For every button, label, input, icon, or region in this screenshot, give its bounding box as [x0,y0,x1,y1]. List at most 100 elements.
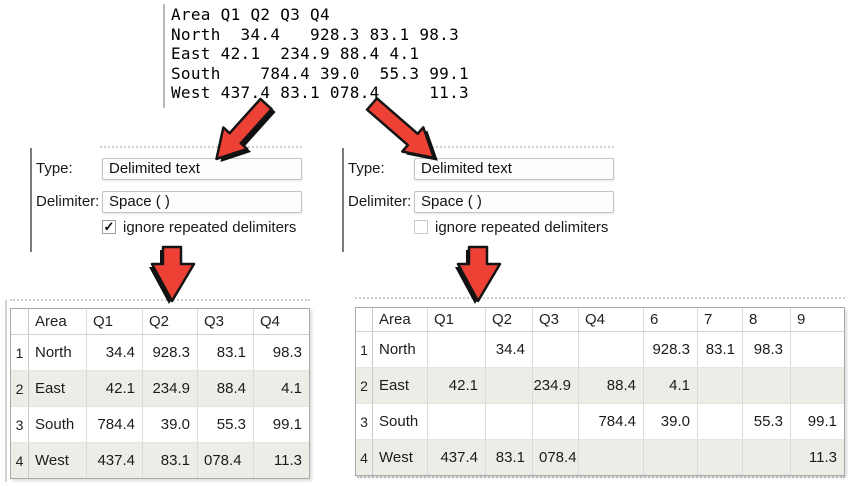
row-number[interactable]: 1 [11,335,29,370]
row-number[interactable]: 1 [356,332,373,367]
row-number[interactable]: 2 [356,368,373,403]
row-number[interactable]: 2 [11,371,29,406]
cell[interactable]: 4.1 [281,380,302,397]
panel-left-edge [342,148,344,252]
column-header[interactable]: 7 [698,308,743,331]
cell[interactable]: 11.3 [808,449,837,466]
cell[interactable] [791,332,844,367]
cell[interactable] [579,332,644,367]
column-header[interactable]: Q4 [579,308,644,331]
raw-text-line: North 34.4 928.3 83.1 98.3 [171,24,460,44]
cell[interactable]: 55.3 [198,407,254,442]
cell[interactable]: 88.4 [198,371,254,406]
cell[interactable] [698,440,743,475]
column-header[interactable]: Area [373,308,428,331]
cell[interactable] [428,332,486,367]
cell[interactable]: 83.1 [143,443,198,478]
cell[interactable]: 42.1 [87,371,143,406]
column-header[interactable]: 8 [743,308,791,331]
delimiter-select[interactable]: Space ( ) [414,191,614,213]
cell[interactable]: 99.1 [807,413,837,430]
cell[interactable]: 99.1 [272,416,302,433]
column-header[interactable]: Q4 [260,313,281,330]
cell-area[interactable]: East [29,371,87,406]
type-select[interactable]: Delimited text [102,158,302,180]
row-number[interactable]: 3 [11,407,29,442]
cell[interactable] [791,368,844,403]
cell[interactable] [533,332,579,367]
cell[interactable]: 928.3 [143,335,198,370]
cell[interactable]: 34.4 [486,332,533,367]
type-select[interactable]: Delimited text [414,158,614,180]
cell[interactable]: 39.0 [644,404,698,439]
cell-area[interactable]: North [373,332,428,367]
ignore-repeated-delimiters-checkbox[interactable] [414,220,428,234]
ignore-repeated-delimiters-label[interactable]: ignore repeated delimiters [435,219,609,236]
column-header[interactable]: 6 [644,308,698,331]
cell[interactable]: 784.4 [87,407,143,442]
column-header[interactable]: Q2 [143,309,198,334]
table-row: 1 North 34.4 928.3 83.1 98.3 [356,332,844,368]
cell[interactable] [698,368,743,403]
delimiter-select[interactable]: Space ( ) [102,191,302,213]
cell[interactable] [486,404,533,439]
ignore-repeated-delimiters-label[interactable]: ignore repeated delimiters [123,219,297,236]
cell-area[interactable]: North [29,335,87,370]
cell[interactable]: 83.1 [486,440,533,475]
cell-area[interactable]: East [373,368,428,403]
column-header[interactable]: Q2 [486,308,533,331]
cell[interactable]: 34.4 [87,335,143,370]
cell[interactable] [428,404,486,439]
cell[interactable]: 437.4 [87,443,143,478]
cell-area[interactable]: West [373,440,428,475]
cell[interactable] [579,440,644,475]
cell[interactable]: 234.9 [143,371,198,406]
column-header[interactable]: Q3 [198,309,254,334]
cell-area[interactable]: West [29,443,87,478]
cell[interactable] [743,368,791,403]
cell[interactable]: 11.3 [273,452,302,469]
cell[interactable]: 4.1 [644,368,698,403]
row-number[interactable]: 3 [356,404,373,439]
cell[interactable] [698,404,743,439]
table-row: 3 South 784.4 39.0 55.3 99.1 [11,407,309,443]
cell[interactable] [644,440,698,475]
column-header[interactable]: Q1 [428,308,486,331]
cell[interactable]: 39.0 [143,407,198,442]
row-number[interactable]: 4 [356,440,373,475]
cell[interactable]: 078.4 [533,440,579,475]
delimiter-label: Delimiter: [36,193,100,210]
cell[interactable]: 928.3 [644,332,698,367]
column-header[interactable]: Q1 [87,309,143,334]
cell[interactable]: 437.4 [428,440,486,475]
table-row: 3 South 784.4 39.0 55.3 99.1 [356,404,844,440]
ignore-repeated-delimiters-checkbox[interactable]: ✓ [102,220,116,234]
cell[interactable] [486,368,533,403]
column-header[interactable]: 9 [797,311,806,328]
cell[interactable] [743,440,791,475]
cell[interactable]: 83.1 [198,335,254,370]
row-number[interactable]: 4 [11,443,29,478]
text-editor-left-edge [163,4,165,108]
raw-text-line: East 42.1 234.9 88.4 4.1 [171,44,420,63]
cell[interactable]: 83.1 [698,332,743,367]
column-header[interactable]: Q3 [533,308,579,331]
cell[interactable]: 784.4 [579,404,644,439]
cell-area[interactable]: South [373,404,428,439]
cell-area[interactable]: South [29,407,87,442]
cell[interactable]: 42.1 [428,368,486,403]
cell[interactable]: 55.3 [743,404,791,439]
checkmark-icon: ✓ [103,219,115,234]
corner-cell[interactable] [356,308,373,331]
cell[interactable]: 98.3 [272,344,302,361]
corner-cell[interactable] [11,309,29,334]
raw-text-editor[interactable]: Area Q1 Q2 Q3 Q4 North 34.4 928.3 83.1 9… [171,5,469,103]
arrow-right-panel-to-table-icon [455,245,502,304]
cell[interactable]: 078.4 [198,443,254,478]
cell[interactable]: 234.9 [533,368,579,403]
cell[interactable] [533,404,579,439]
column-header[interactable]: Area [29,309,87,334]
cell[interactable]: 98.3 [743,332,791,367]
cell[interactable]: 88.4 [579,368,644,403]
